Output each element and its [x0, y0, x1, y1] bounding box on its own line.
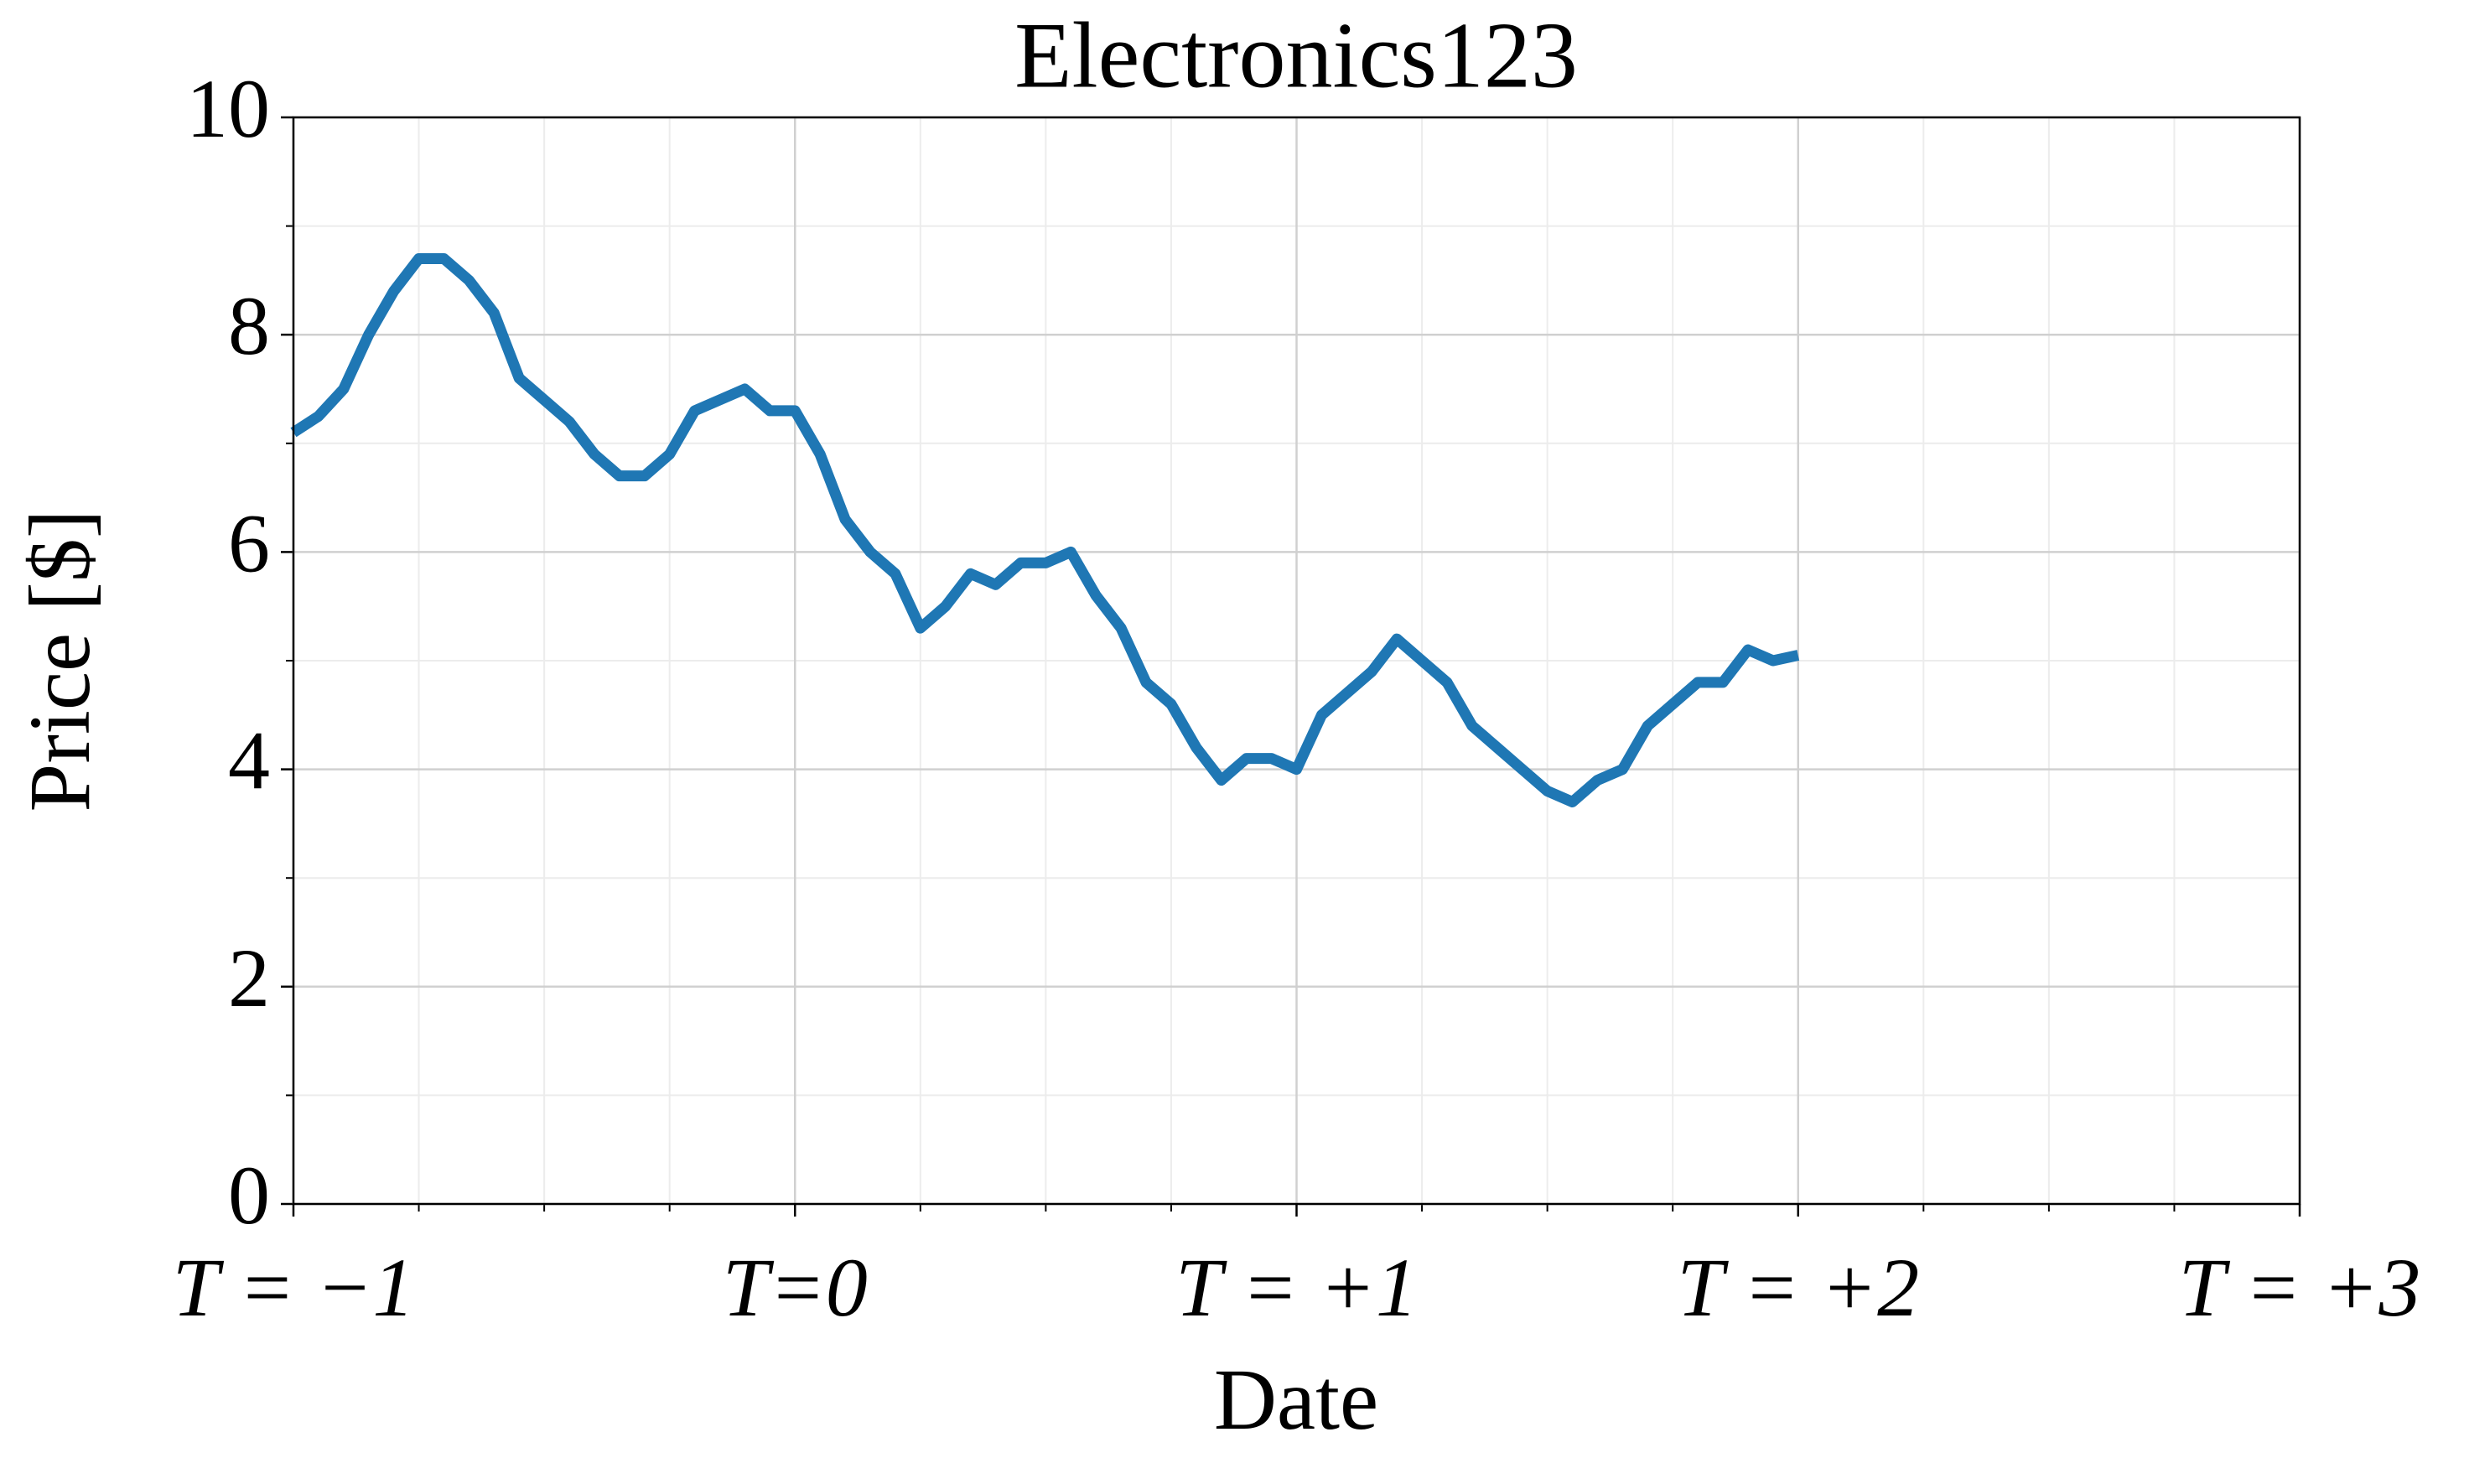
y-axis-label: Price [$]: [12, 510, 108, 812]
plot-frame: [292, 116, 2301, 1206]
chart-title: Electronics123: [1014, 4, 1578, 108]
y-tick-label: 2: [228, 931, 270, 1025]
x-tick-label: T = +2: [1677, 1241, 1919, 1334]
y-tick-label: 10: [186, 62, 270, 155]
y-tick-label: 6: [228, 496, 270, 589]
y-tick-label: 0: [228, 1149, 270, 1242]
x-tick-label: T = −1: [173, 1241, 415, 1334]
x-tick-label: T=0: [723, 1241, 868, 1334]
data-line: [290, 252, 1800, 807]
x-tick-label: T = +1: [1175, 1241, 1418, 1334]
y-tick-label: 8: [228, 279, 270, 372]
y-tick-label: 4: [228, 714, 270, 807]
x-axis-label: Date: [1214, 1352, 1378, 1448]
x-tick-label: T = +3: [2179, 1241, 2421, 1334]
